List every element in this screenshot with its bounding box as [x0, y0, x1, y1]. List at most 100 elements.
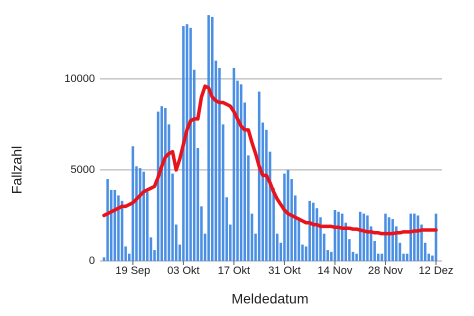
- bar: [279, 242, 283, 261]
- bar: [254, 233, 257, 261]
- bar: [128, 253, 131, 261]
- x-axis-title: Meldedatum: [231, 291, 308, 307]
- y-tick-label: 0: [89, 255, 95, 267]
- bar: [427, 253, 431, 261]
- bar: [109, 189, 113, 261]
- bar: [322, 233, 326, 261]
- bar: [268, 151, 272, 261]
- bar: [283, 173, 286, 261]
- bar: [257, 91, 261, 261]
- bar: [189, 27, 192, 261]
- bar: [391, 219, 394, 261]
- bar: [344, 222, 348, 261]
- bar: [207, 15, 210, 261]
- bar: [290, 179, 293, 261]
- bar: [416, 215, 420, 261]
- bar: [106, 179, 109, 261]
- bar: [362, 213, 366, 261]
- bar: [358, 211, 362, 261]
- bar: [405, 253, 409, 261]
- bar: [178, 244, 182, 261]
- bar: [348, 239, 351, 261]
- bar: [272, 188, 275, 261]
- bar: [149, 237, 153, 261]
- bar: [330, 251, 333, 261]
- bar: [120, 200, 124, 261]
- bar: [315, 208, 319, 261]
- x-tick-label: 17 Okt: [218, 265, 250, 277]
- x-tick-label: 28 Nov: [368, 265, 403, 277]
- x-tick-label: 19 Sep: [115, 265, 150, 277]
- bar: [275, 233, 279, 261]
- x-tick-label: 12 Dez: [419, 265, 454, 277]
- bar: [102, 257, 106, 261]
- bar: [265, 129, 268, 261]
- bar: [218, 67, 221, 261]
- bar: [160, 106, 164, 261]
- bar: [135, 166, 138, 261]
- bar: [236, 80, 239, 261]
- bar: [423, 242, 427, 261]
- bar: [373, 240, 376, 261]
- bar: [174, 224, 178, 261]
- trend-line: [102, 84, 438, 236]
- y-axis-title: Fallzahl: [9, 146, 25, 194]
- bar: [225, 197, 228, 261]
- bar: [200, 206, 203, 261]
- bar: [261, 122, 265, 261]
- bar: [431, 255, 434, 261]
- bar: [203, 233, 207, 261]
- bar: [312, 202, 315, 261]
- x-tick-label: 31 Okt: [268, 265, 300, 277]
- bar: [434, 213, 438, 261]
- bar: [319, 217, 322, 261]
- bar: [156, 111, 160, 262]
- bar: [138, 168, 142, 261]
- bar: [192, 69, 196, 261]
- bar: [232, 67, 236, 261]
- bar: [301, 244, 304, 261]
- bar: [210, 16, 214, 261]
- bar: [413, 213, 416, 261]
- bar: [196, 148, 200, 261]
- bar: [247, 155, 250, 261]
- bar: [250, 213, 254, 261]
- bar: [142, 171, 145, 261]
- bar: [369, 226, 373, 261]
- bar: [243, 102, 247, 262]
- bar: [398, 242, 402, 261]
- bar: [229, 224, 232, 261]
- bar: [221, 124, 225, 262]
- bar: [337, 211, 340, 261]
- bar: [409, 213, 412, 261]
- bar: [366, 215, 369, 261]
- bar: [293, 195, 297, 261]
- bar: [185, 24, 189, 262]
- bar: [113, 189, 117, 261]
- bar: [384, 213, 387, 261]
- bar: [351, 251, 355, 261]
- bar: [239, 84, 243, 261]
- bar: [214, 60, 218, 262]
- bar: [387, 217, 391, 261]
- bar: [167, 124, 171, 262]
- bar: [171, 173, 174, 261]
- bar: [124, 246, 127, 261]
- bar: [304, 246, 308, 261]
- bar: [402, 253, 405, 261]
- bar: [376, 253, 380, 261]
- bar: [117, 195, 120, 261]
- bar: [297, 219, 301, 261]
- x-tick-label: 03 Okt: [167, 265, 199, 277]
- bar: [326, 250, 330, 261]
- bar: [355, 253, 358, 261]
- bar: [420, 224, 423, 261]
- bar: [380, 253, 384, 261]
- bar: [308, 200, 311, 261]
- y-tick-label: 10000: [64, 73, 95, 85]
- bar: [333, 210, 337, 261]
- bar: [340, 213, 344, 261]
- y-tick-label: 5000: [71, 164, 95, 176]
- bar: [153, 250, 156, 261]
